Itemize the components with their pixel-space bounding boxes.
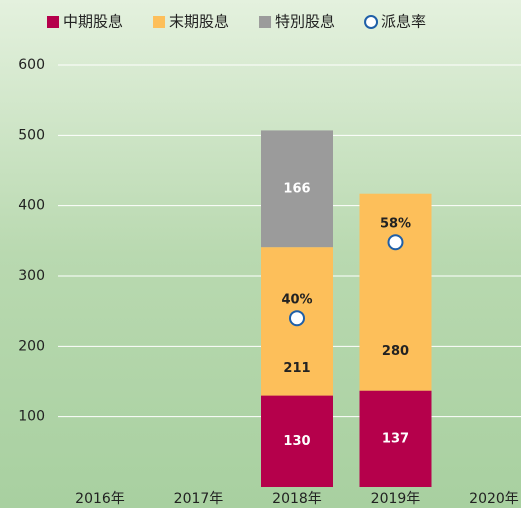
ratio-label: 40% [281, 293, 312, 308]
bar-segment [261, 130, 333, 248]
y-tick-label: 600 [18, 57, 45, 73]
data-label: 280 [382, 344, 409, 359]
legend-marker [364, 15, 379, 29]
bar-segment [359, 390, 432, 487]
legend-swatch [47, 16, 59, 28]
bar-segment [359, 193, 432, 391]
legend-label: 特別股息 [275, 13, 335, 31]
data-label: 137 [382, 431, 409, 446]
y-tick-label: 300 [18, 268, 45, 284]
legend-label: 末期股息 [169, 13, 229, 31]
x-tick-label: 2020年 [469, 491, 519, 507]
y-tick-label: 100 [18, 409, 45, 425]
legend-label: 中期股息 [63, 13, 123, 31]
y-tick-label: 500 [18, 127, 45, 143]
x-tick-label: 2017年 [174, 491, 224, 507]
x-tick-label: 2016年 [75, 491, 125, 507]
legend-swatch [153, 16, 166, 28]
bar-segment [261, 395, 333, 487]
legend-swatch [259, 16, 272, 28]
data-label: 166 [283, 181, 310, 196]
data-label: 211 [283, 361, 310, 376]
ratio-marker [289, 310, 305, 327]
y-tick-label: 400 [18, 198, 45, 214]
data-label: 130 [283, 434, 310, 449]
ratio-marker [387, 234, 404, 251]
legend-label: 派息率 [381, 13, 426, 31]
x-tick-label: 2018年 [272, 491, 322, 507]
ratio-label: 58% [380, 217, 411, 232]
y-tick-label: 200 [18, 338, 45, 354]
x-tick-label: 2019年 [371, 491, 421, 507]
